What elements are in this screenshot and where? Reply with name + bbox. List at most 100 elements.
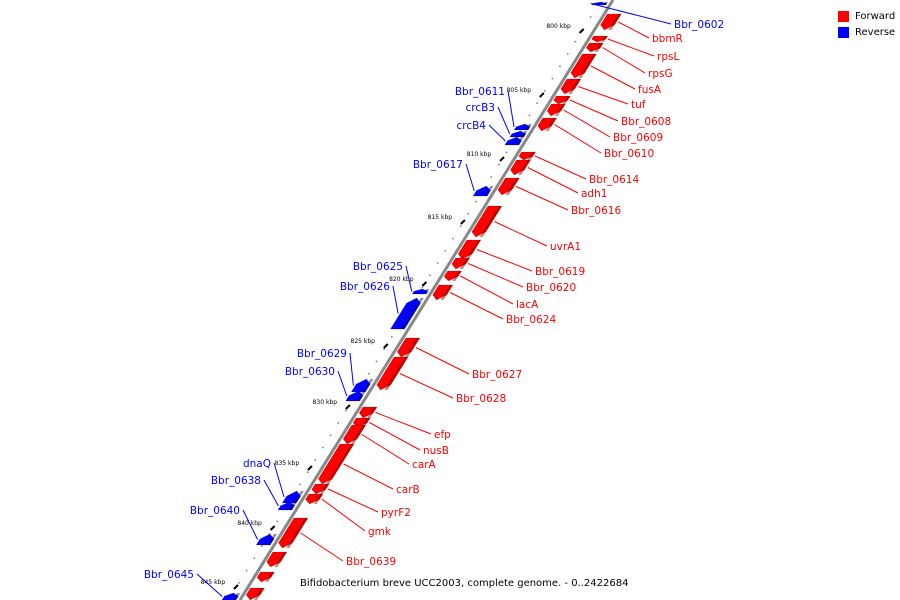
gene-label[interactable]: dnaQ [243, 458, 271, 470]
gene-label[interactable]: Bbr_0639 [346, 556, 396, 568]
gene-label[interactable]: Bbr_0614 [589, 174, 639, 186]
tick-mark [307, 465, 313, 471]
gene-feature-shade [518, 160, 531, 175]
tick-mark [539, 92, 545, 98]
gene-feature-shade [288, 502, 297, 510]
gene-label[interactable]: Bbr_0608 [621, 116, 671, 128]
gene-feature [451, 257, 470, 270]
gene-label[interactable]: carA [412, 459, 437, 471]
gene-label[interactable]: Bbr_0619 [535, 266, 585, 278]
gene-label[interactable]: crcB4 [456, 120, 486, 132]
gene-feature-shade [367, 407, 377, 418]
label-leader [361, 434, 410, 465]
gene-label[interactable]: Bbr_0625 [353, 261, 403, 273]
gene-feature-shade [578, 54, 597, 78]
gene-label[interactable]: Bbr_0609 [613, 132, 663, 144]
gene-feature-shade [313, 494, 323, 504]
label-leader [263, 479, 279, 507]
minor-tick [505, 151, 508, 154]
gene-label[interactable]: tuf [631, 99, 646, 111]
label-leader [460, 275, 514, 305]
label-leader [602, 47, 646, 74]
gene-label[interactable]: gmk [368, 526, 392, 538]
gene-label[interactable]: carB [396, 484, 420, 496]
gene-feature-shade [401, 298, 424, 329]
gene-label[interactable]: adh1 [581, 188, 607, 200]
genome-axis [238, 0, 615, 600]
gene-label[interactable]: Bbr_0627 [472, 369, 522, 381]
gene-label[interactable]: Bbr_0626 [340, 281, 390, 293]
tick-mark [421, 281, 428, 287]
gene-feature-shade [520, 131, 528, 137]
gene-label[interactable]: bbmR [652, 33, 683, 45]
gene-label[interactable]: Bbr_0638 [211, 475, 261, 487]
gene-label[interactable]: pyrF2 [381, 507, 411, 519]
label-leader [590, 65, 636, 90]
gene-labels: Bbr_0602 bbmR rpsL rpsG fusA tuf Bbr_0608 Bbr_0… [144, 19, 724, 581]
label-leader [467, 263, 524, 288]
legend: Forward Reverse [838, 8, 895, 40]
minor-tick [421, 286, 424, 289]
minor-tick [368, 373, 370, 375]
gene-feature-shade [362, 379, 374, 392]
gene-feature [278, 517, 309, 549]
minor-tick [299, 483, 301, 486]
label-leader [449, 292, 504, 320]
gene-label[interactable]: Bbr_0617 [413, 159, 463, 171]
gene-label[interactable]: lacA [516, 299, 539, 311]
tick-mark [345, 404, 351, 410]
gene-label[interactable]: nusB [423, 445, 449, 457]
tick-mark [233, 584, 239, 590]
minor-tick [536, 102, 538, 104]
gene-label[interactable]: uvrA1 [550, 241, 581, 253]
label-leader [273, 462, 285, 498]
gene-label[interactable]: Bbr_0630 [285, 366, 335, 378]
gene-label[interactable]: efp [434, 429, 451, 441]
gene-label[interactable]: rpsL [657, 51, 679, 63]
gene-label[interactable]: fusA [638, 84, 662, 96]
minor-tick [245, 569, 248, 572]
tick-mark [578, 28, 585, 34]
gene-label[interactable]: Bbr_0645 [144, 569, 194, 581]
label-leader [405, 265, 413, 292]
gene-label[interactable]: Bbr_0616 [571, 205, 621, 217]
gene-label[interactable]: Bbr_0620 [526, 282, 576, 294]
gene-feature [585, 42, 604, 53]
tick-label: 835 kbp [275, 460, 300, 467]
gene-label[interactable]: Bbr_0611 [455, 86, 505, 98]
minor-tick [391, 336, 393, 338]
minor-tick [429, 274, 431, 277]
tick-mark [460, 219, 466, 225]
gene-feature-shade [274, 552, 287, 567]
gene-label[interactable]: crcB3 [465, 102, 495, 114]
minor-tick [253, 557, 255, 559]
gene-feature [510, 159, 531, 176]
legend-forward: Forward [838, 8, 895, 24]
label-leader [554, 124, 602, 154]
minor-tick [459, 225, 462, 227]
gene-label[interactable]: Bbr_0640 [190, 505, 240, 517]
gene-feature-shade [525, 124, 532, 130]
gene-feature-shade [293, 491, 304, 503]
gene-label[interactable]: Bbr_0610 [604, 148, 654, 160]
gene-feature [318, 443, 355, 485]
tick-label: 830 kbp [313, 399, 338, 406]
label-leader [590, 3, 672, 25]
gene-label[interactable]: rpsG [648, 68, 673, 80]
gene-label[interactable]: Bbr_0628 [456, 393, 506, 405]
minor-tick [322, 446, 324, 449]
minor-tick [444, 250, 447, 252]
gene-feature-shade [554, 104, 566, 116]
gene-label[interactable]: Bbr_0629 [297, 348, 347, 360]
legend-forward-label: Forward [855, 10, 896, 22]
gene-label[interactable]: Bbr_0624 [506, 314, 556, 326]
label-leader [534, 155, 587, 180]
gene-feature-shade [286, 518, 308, 548]
label-leader [196, 573, 223, 597]
gene-feature [342, 424, 367, 445]
tick-label: 825 kbp [351, 338, 376, 345]
gene-feature [472, 185, 491, 197]
label-leader [488, 124, 506, 142]
gene-feature-shade [267, 534, 278, 545]
gene-label[interactable]: Bbr_0602 [674, 19, 724, 31]
